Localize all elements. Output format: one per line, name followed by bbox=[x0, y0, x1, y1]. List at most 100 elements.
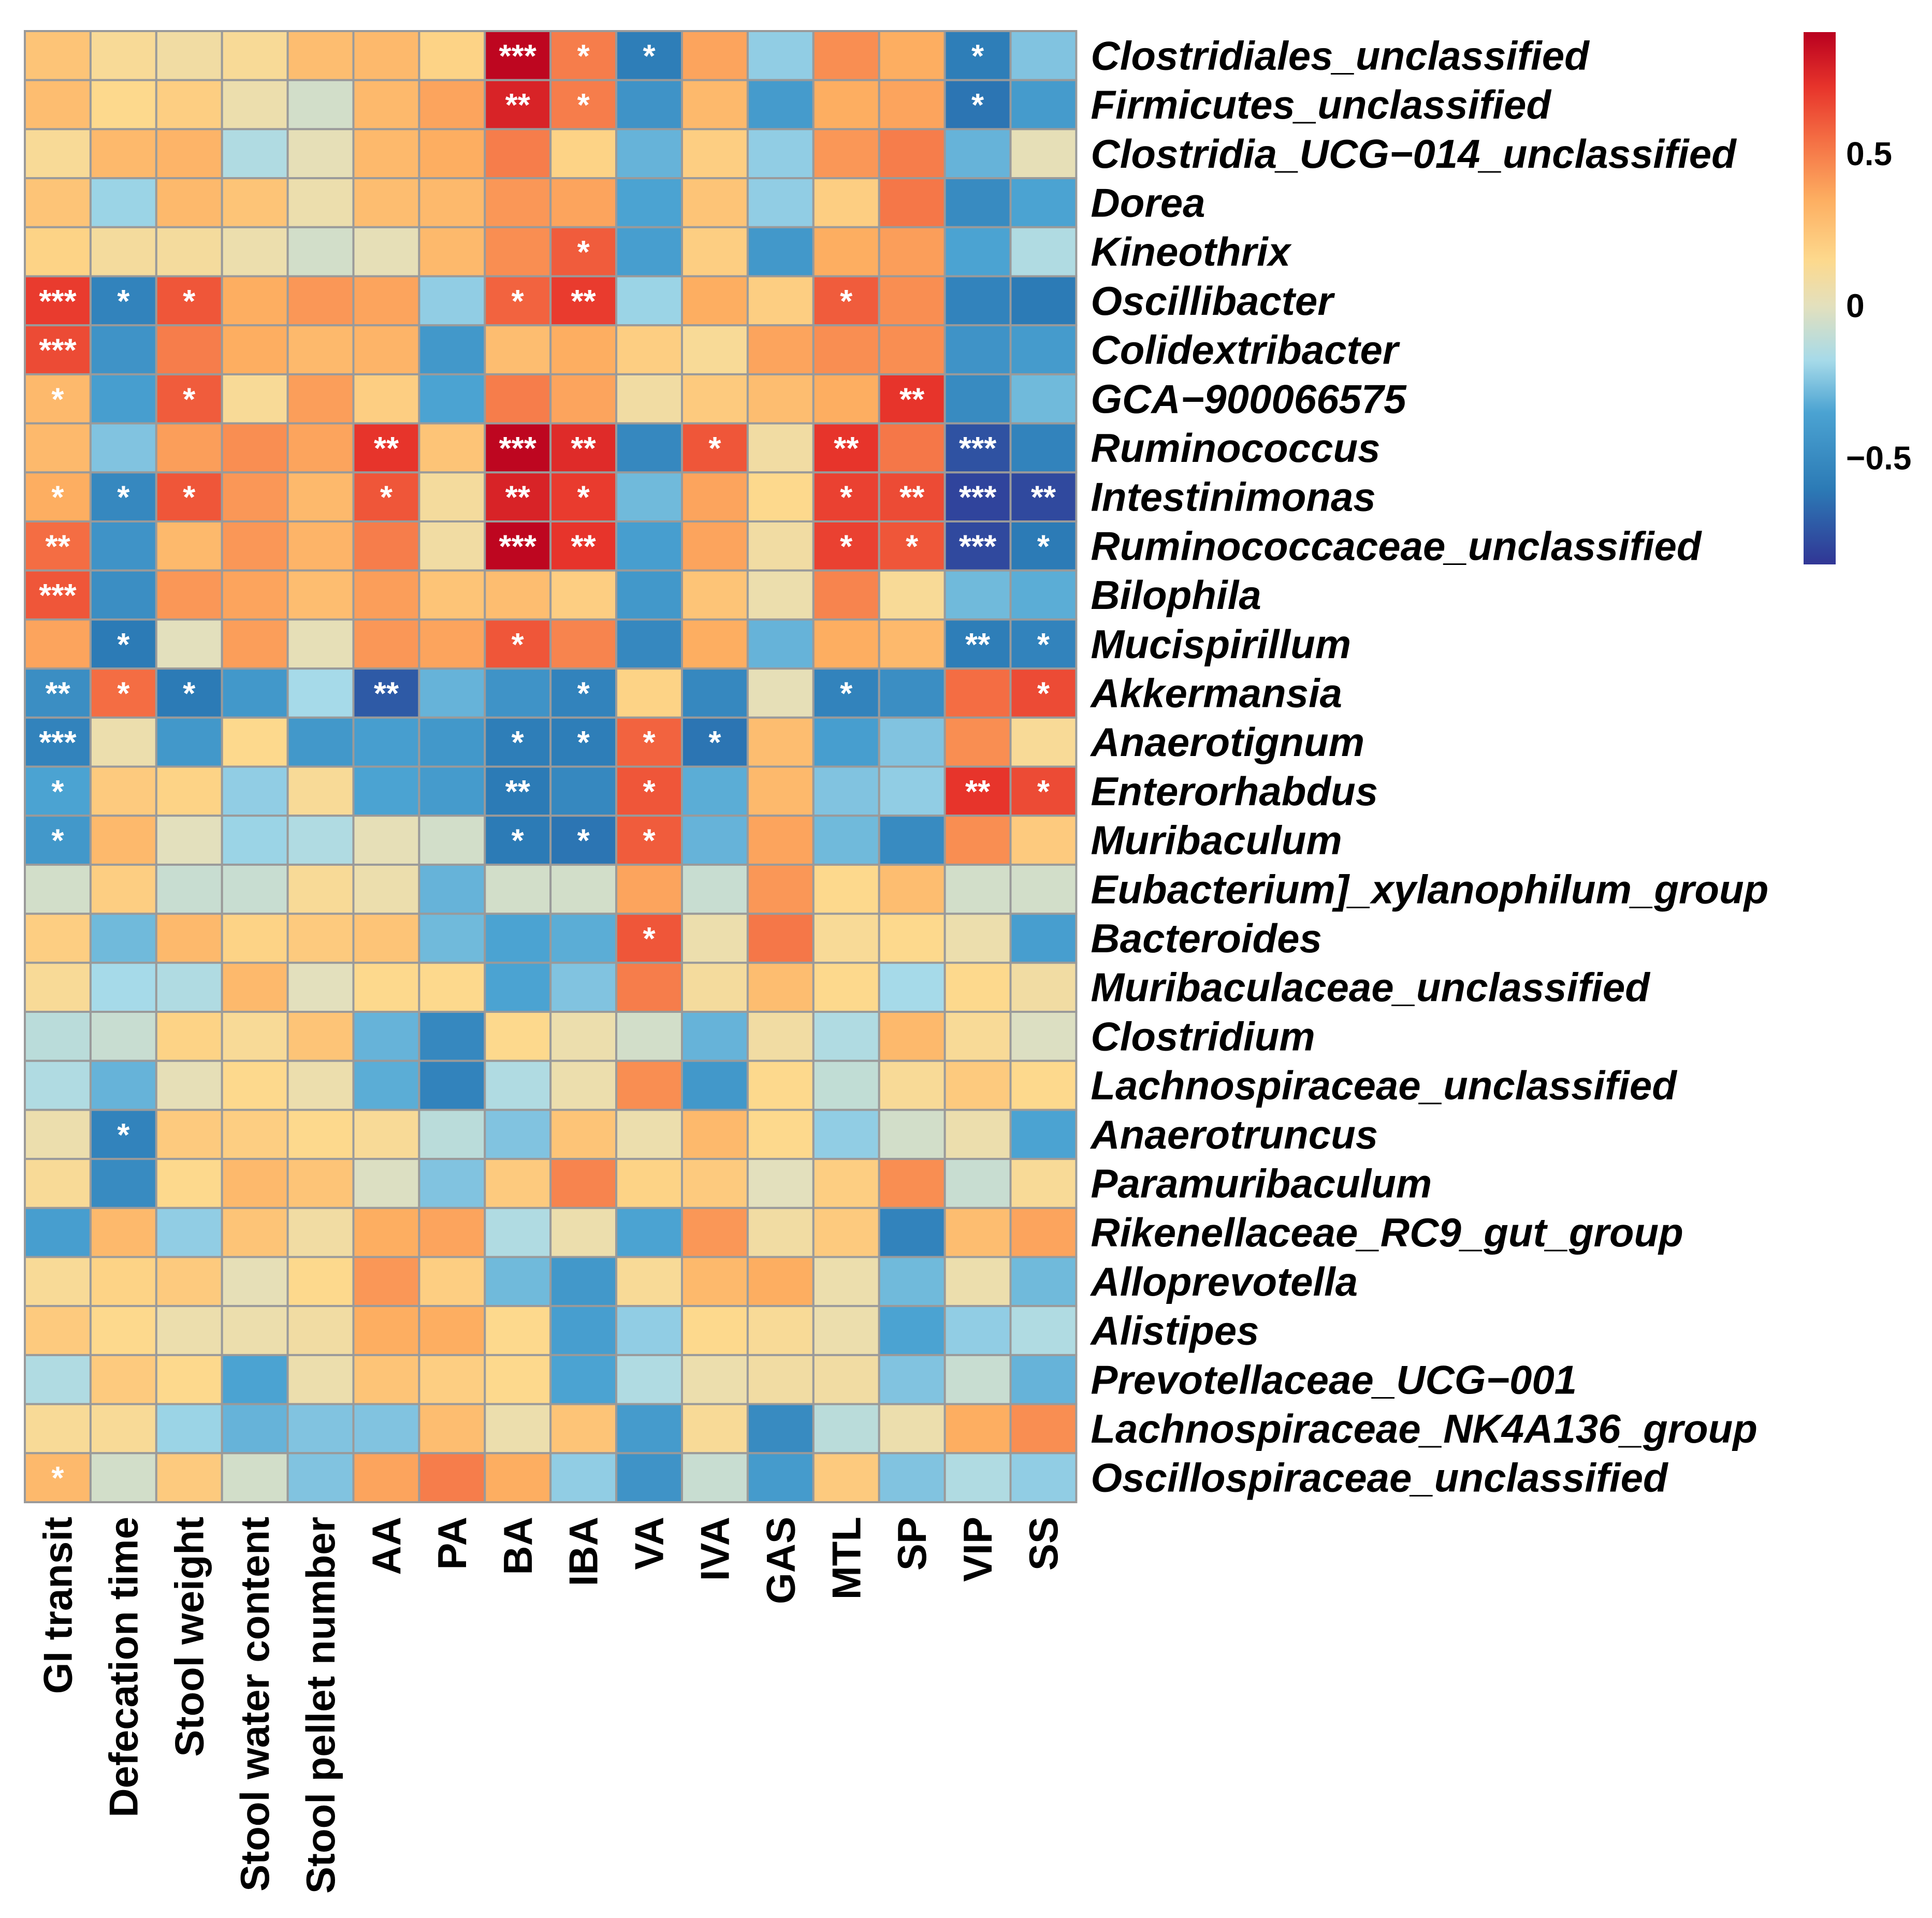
significance-mark: * bbox=[380, 480, 393, 516]
heatmap-cell bbox=[418, 1452, 486, 1504]
heatmap-cell bbox=[1009, 128, 1078, 180]
heatmap-cell bbox=[615, 177, 683, 228]
significance-mark: *** bbox=[39, 725, 77, 761]
heatmap-cell bbox=[24, 1109, 92, 1160]
heatmap-cell bbox=[155, 520, 223, 572]
heatmap-cell bbox=[943, 1059, 1012, 1111]
heatmap-cell bbox=[812, 1354, 880, 1405]
row-label: GCA−900066575 bbox=[1091, 376, 1407, 422]
heatmap-cell bbox=[746, 128, 815, 180]
heatmap-cell bbox=[681, 1207, 749, 1258]
heatmap-cell bbox=[24, 815, 92, 866]
heatmap-cell bbox=[549, 520, 618, 572]
heatmap-cell bbox=[221, 373, 289, 425]
heatmap-cell bbox=[24, 1305, 92, 1356]
significance-mark: * bbox=[840, 480, 853, 516]
legend-tick-labels: 0.5 0 −0.5 bbox=[1846, 135, 1911, 476]
heatmap-cell bbox=[549, 1059, 618, 1111]
heatmap-cell bbox=[155, 618, 223, 670]
heatmap-cell bbox=[155, 226, 223, 278]
heatmap-cell bbox=[549, 765, 618, 817]
column-label: Stool water content bbox=[232, 1517, 278, 1892]
significance-mark: * bbox=[577, 480, 590, 516]
significance-mark: * bbox=[117, 676, 130, 711]
heatmap-cell bbox=[746, 863, 815, 915]
heatmap-cell bbox=[24, 1354, 92, 1405]
significance-mark: * bbox=[512, 725, 525, 761]
heatmap-cell bbox=[155, 667, 223, 719]
heatmap-cell bbox=[681, 324, 749, 375]
heatmap-cell bbox=[286, 1158, 355, 1209]
heatmap-cell bbox=[155, 1354, 223, 1405]
heatmap-cell bbox=[286, 1354, 355, 1405]
heatmap-cell bbox=[484, 226, 552, 278]
heatmap-cell bbox=[418, 1011, 486, 1062]
heatmap-cell bbox=[484, 177, 552, 228]
heatmap-cell bbox=[418, 471, 486, 522]
heatmap-cell bbox=[89, 716, 157, 768]
heatmap-cell bbox=[221, 1207, 289, 1258]
heatmap-cell bbox=[155, 716, 223, 768]
column-label: MTL bbox=[823, 1517, 869, 1600]
significance-mark: ** bbox=[374, 676, 399, 711]
column-label: VIP bbox=[955, 1517, 1000, 1582]
column-label: Defecation time bbox=[100, 1517, 146, 1818]
heatmap-cell bbox=[484, 912, 552, 964]
heatmap-cell bbox=[352, 716, 420, 768]
heatmap-cell bbox=[418, 226, 486, 278]
heatmap-cell bbox=[549, 324, 618, 375]
heatmap-cell bbox=[221, 128, 289, 180]
heatmap-cell bbox=[484, 1354, 552, 1405]
heatmap-cell bbox=[155, 177, 223, 228]
row-labels: Clostridiales_unclassifiedFirmicutes_unc… bbox=[1090, 33, 1768, 1500]
heatmap-cell bbox=[352, 128, 420, 180]
heatmap-cell bbox=[286, 716, 355, 768]
significance-mark: *** bbox=[499, 38, 537, 74]
heatmap-cell bbox=[746, 226, 815, 278]
significance-mark: ** bbox=[571, 284, 597, 319]
significance-mark: ** bbox=[1031, 480, 1056, 516]
heatmap-cell bbox=[484, 1011, 552, 1062]
heatmap-cell bbox=[878, 618, 946, 670]
heatmap-cell bbox=[812, 618, 880, 670]
heatmap-cell bbox=[155, 1403, 223, 1455]
heatmap-cell bbox=[812, 1059, 880, 1111]
heatmap-cell bbox=[943, 1207, 1012, 1258]
heatmap-cell bbox=[549, 1011, 618, 1062]
heatmap-cell bbox=[549, 226, 618, 278]
heatmap-cell bbox=[352, 177, 420, 228]
heatmap-cell bbox=[549, 422, 618, 474]
heatmap-cell bbox=[1009, 863, 1078, 915]
row-label: Alloprevotella bbox=[1090, 1259, 1358, 1304]
heatmap-cell bbox=[484, 667, 552, 719]
significance-mark: * bbox=[840, 284, 853, 319]
significance-mark: *** bbox=[39, 284, 77, 319]
row-label: Dorea bbox=[1091, 180, 1205, 225]
heatmap-cell bbox=[1009, 30, 1078, 81]
heatmap-cell bbox=[878, 962, 946, 1013]
heatmap-cell bbox=[746, 1158, 815, 1209]
significance-mark: * bbox=[643, 823, 656, 859]
heatmap-cell bbox=[681, 275, 749, 327]
heatmap-cell bbox=[418, 1158, 486, 1209]
heatmap-cell bbox=[746, 1059, 815, 1111]
significance-mark: ** bbox=[965, 627, 991, 663]
heatmap-cell bbox=[155, 79, 223, 130]
legend-tick-label: 0.5 bbox=[1846, 135, 1892, 172]
heatmap-cell bbox=[286, 1207, 355, 1258]
heatmap-cell bbox=[943, 667, 1012, 719]
heatmap-cell bbox=[943, 1158, 1012, 1209]
heatmap-cell bbox=[615, 1305, 683, 1356]
heatmap-cell bbox=[89, 1256, 157, 1307]
heatmap-cell bbox=[155, 30, 223, 81]
heatmap-cell bbox=[746, 1011, 815, 1062]
heatmap-cell bbox=[1009, 177, 1078, 228]
heatmap-cell bbox=[286, 275, 355, 327]
row-label: Firmicutes_unclassified bbox=[1091, 82, 1551, 127]
significance-mark: * bbox=[512, 284, 525, 319]
heatmap-cell bbox=[943, 962, 1012, 1013]
heatmap-cell bbox=[352, 422, 420, 474]
heatmap-cell bbox=[681, 569, 749, 621]
heatmap-cell bbox=[155, 1158, 223, 1209]
heatmap-cell bbox=[943, 815, 1012, 866]
